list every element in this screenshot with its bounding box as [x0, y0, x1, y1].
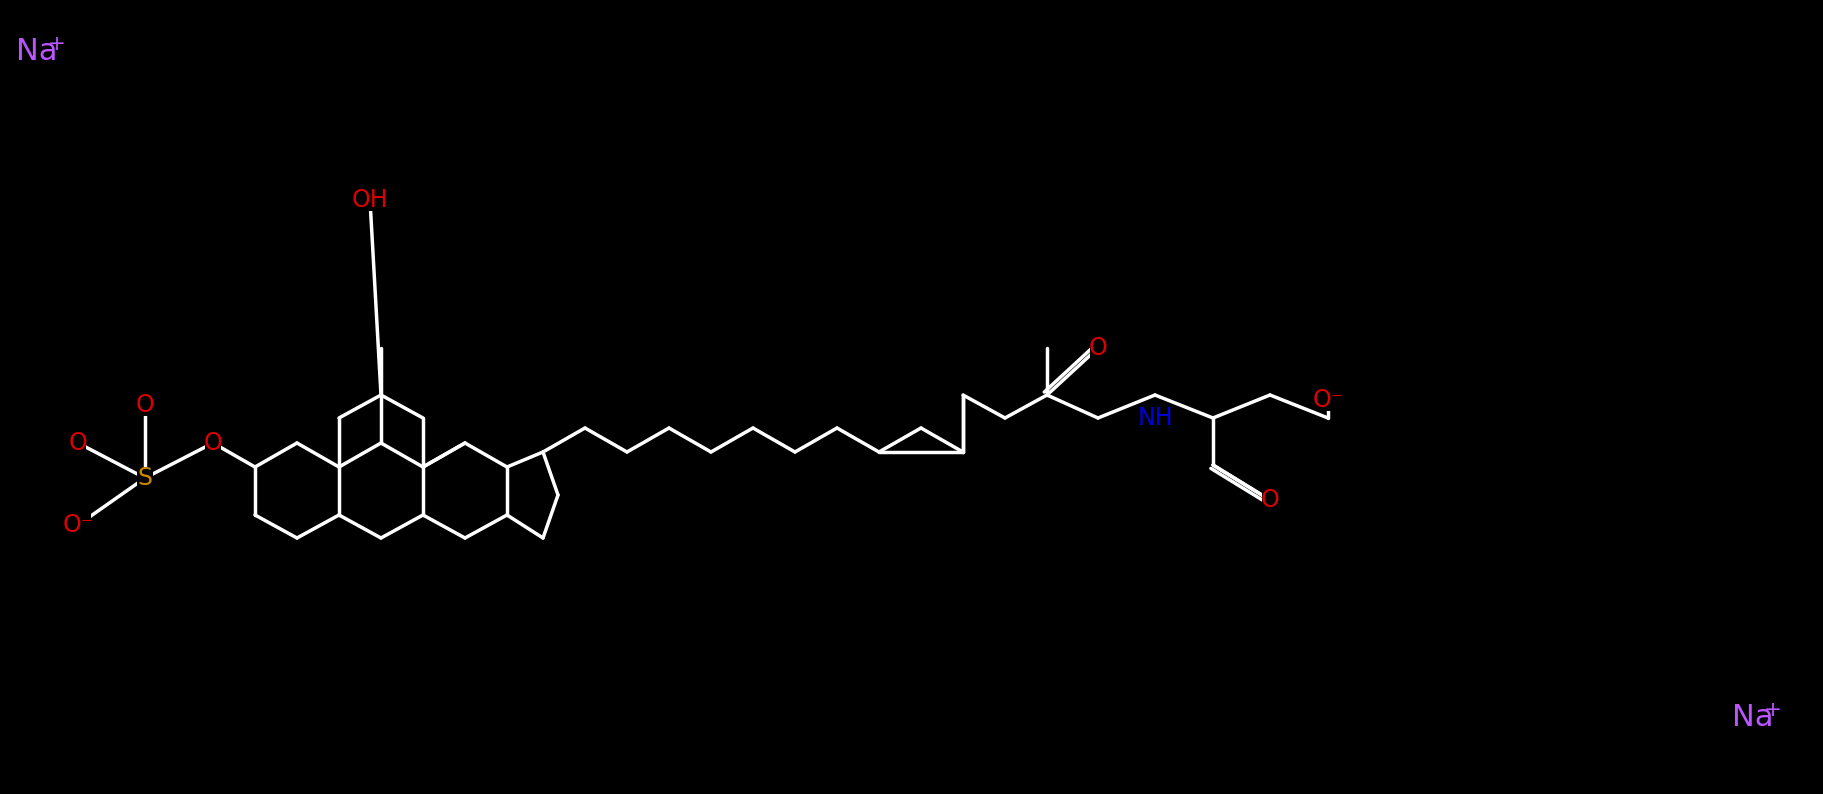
Bar	[66, 514, 91, 536]
Text: OH: OH	[352, 188, 388, 212]
Bar	[1263, 489, 1278, 511]
Bar	[206, 432, 221, 454]
Bar	[137, 394, 153, 416]
Bar	[357, 189, 383, 211]
Text: O⁻: O⁻	[1313, 388, 1344, 412]
Bar	[20, 36, 64, 68]
Text: +: +	[1763, 700, 1781, 720]
Bar	[1314, 389, 1342, 411]
Text: O: O	[135, 393, 155, 417]
Text: O: O	[204, 431, 222, 455]
Bar	[71, 432, 86, 454]
Text: Na: Na	[16, 37, 58, 67]
Text: +: +	[47, 34, 66, 54]
Bar	[137, 467, 153, 489]
Text: Na: Na	[1732, 703, 1774, 733]
Text: O: O	[1262, 488, 1280, 512]
Bar	[1141, 407, 1169, 430]
Bar	[1090, 337, 1105, 359]
Text: O: O	[69, 431, 88, 455]
Text: S: S	[137, 466, 153, 490]
Text: NH: NH	[1138, 406, 1172, 430]
Text: O: O	[1088, 336, 1107, 360]
Text: O⁻: O⁻	[62, 513, 93, 537]
Bar	[1735, 702, 1781, 734]
